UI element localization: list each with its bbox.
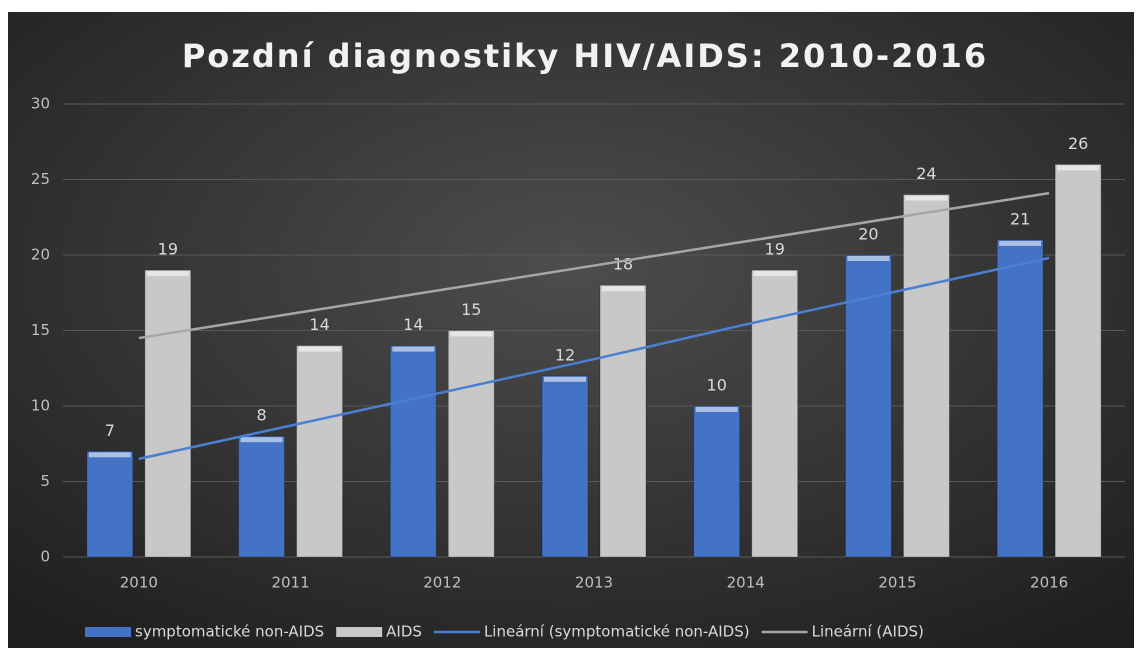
bar-highlight xyxy=(847,256,890,261)
value-label: 12 xyxy=(555,345,575,364)
legend-swatch xyxy=(85,627,131,637)
value-label: 14 xyxy=(403,315,423,334)
y-tick-label: 0 xyxy=(40,548,50,566)
bar xyxy=(599,284,647,558)
value-label: 21 xyxy=(1010,209,1030,228)
bar-highlight xyxy=(392,346,435,352)
x-tick-label: 2013 xyxy=(575,574,613,592)
bar xyxy=(86,450,134,558)
bar xyxy=(844,254,892,558)
bar xyxy=(751,269,799,558)
x-tick-label: 2015 xyxy=(878,574,916,592)
bar-highlight xyxy=(240,437,283,443)
bar-highlight xyxy=(298,346,341,352)
legend: symptomatické non-AIDS AIDS Lineární (symp… xyxy=(85,623,924,641)
bar-highlight xyxy=(1057,165,1100,171)
y-tick-label: 25 xyxy=(31,170,50,188)
bar xyxy=(296,345,344,558)
x-tick-label: 2014 xyxy=(727,574,765,592)
x-tick-label: 2016 xyxy=(1030,574,1068,592)
legend-label: Lineární (AIDS) xyxy=(812,623,924,641)
legend-label: symptomatické non-AIDS xyxy=(135,623,324,641)
value-label: 19 xyxy=(765,240,785,259)
bar xyxy=(541,375,589,558)
bar-highlight xyxy=(544,376,586,382)
bar xyxy=(389,345,437,558)
y-tick-label: 5 xyxy=(40,472,50,490)
value-label: 24 xyxy=(916,164,936,183)
x-tick-label: 2010 xyxy=(120,574,158,592)
bar xyxy=(447,330,495,558)
legend-label: Lineární (symptomatické non-AIDS) xyxy=(484,623,750,641)
value-label: 26 xyxy=(1068,134,1088,153)
value-label: 7 xyxy=(105,421,115,440)
x-tick-label: 2012 xyxy=(423,574,461,592)
bar-highlight xyxy=(905,195,948,201)
value-label: 15 xyxy=(461,300,481,319)
y-tick-label: 15 xyxy=(31,321,50,339)
bar-highlight xyxy=(999,240,1042,246)
bar xyxy=(902,194,950,558)
y-tick-label: 30 xyxy=(31,95,50,113)
bar xyxy=(996,239,1044,558)
legend-swatch xyxy=(336,627,383,637)
bar-highlight xyxy=(146,271,189,277)
trend-line xyxy=(138,191,1050,340)
value-label: 19 xyxy=(158,240,178,259)
legend-label: AIDS xyxy=(386,623,422,641)
bar xyxy=(1054,163,1102,558)
bar xyxy=(144,269,192,558)
bar xyxy=(238,435,286,558)
bar-highlight xyxy=(450,331,493,337)
value-label: 10 xyxy=(707,376,727,395)
value-label: 8 xyxy=(256,406,266,425)
bar-highlight xyxy=(88,452,131,458)
bar-highlight xyxy=(753,271,796,277)
bar xyxy=(693,405,741,558)
value-label: 18 xyxy=(613,255,633,274)
trend-line xyxy=(138,256,1050,461)
bar-highlight xyxy=(602,286,644,292)
value-label: 20 xyxy=(858,225,878,244)
bar-highlight xyxy=(695,407,738,412)
y-tick-label: 20 xyxy=(31,246,50,264)
y-tick-label: 10 xyxy=(31,397,50,415)
chart-title: Pozdní diagnostiky HIV/AIDS: 2010-2016 xyxy=(182,37,988,75)
x-tick-label: 2011 xyxy=(271,574,309,592)
value-label: 14 xyxy=(309,315,329,334)
